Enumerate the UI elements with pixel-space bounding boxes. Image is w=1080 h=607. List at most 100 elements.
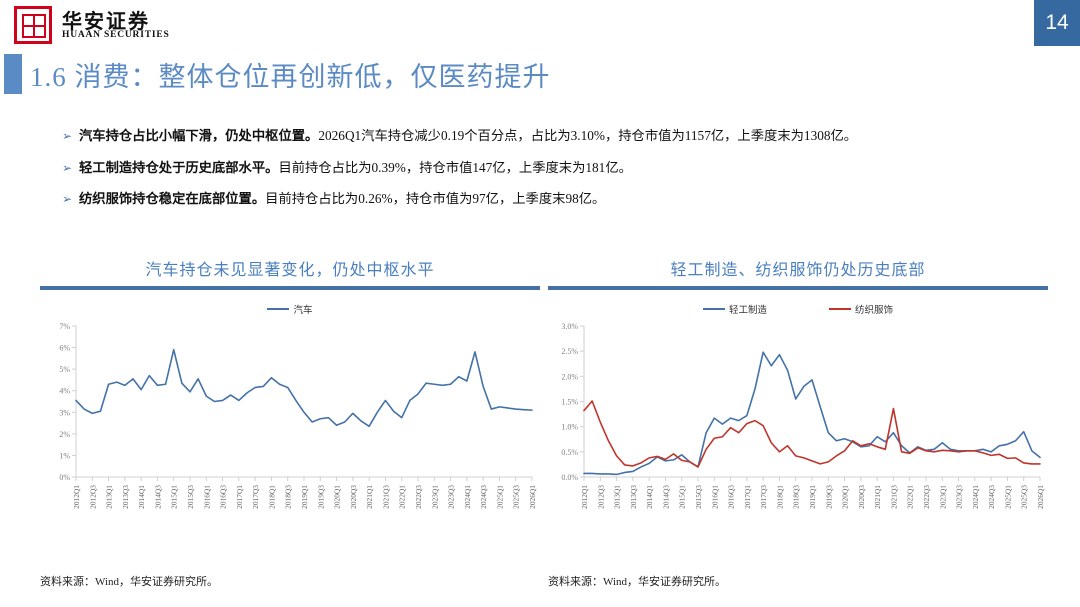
svg-text:2020Q1: 2020Q1: [333, 485, 342, 509]
svg-text:2022Q3: 2022Q3: [922, 485, 931, 509]
panel-divider: [40, 286, 540, 290]
svg-text:0%: 0%: [59, 473, 70, 482]
bullet-list: ➢ 汽车持仓占比小幅下滑，仍处中枢位置。2026Q1汽车持仓减少0.19个百分点…: [62, 126, 1057, 221]
svg-text:2013Q3: 2013Q3: [629, 485, 638, 509]
chart-area-lightmfg-textile: 0.0% 0.5% 1.0% 1.5% 2.0% 2.5% 3.0% 2012Q1 2012Q3…: [548, 294, 1048, 549]
svg-text:2012Q1: 2012Q1: [580, 485, 589, 509]
svg-text:2016Q3: 2016Q3: [219, 485, 228, 509]
svg-text:1.5%: 1.5%: [561, 398, 578, 407]
svg-text:2016Q3: 2016Q3: [727, 485, 736, 509]
svg-text:2013Q3: 2013Q3: [121, 485, 130, 509]
logo-english-text: HUAAN SECURITIES: [62, 30, 170, 40]
svg-text:2016Q1: 2016Q1: [202, 485, 211, 509]
svg-text:2012Q3: 2012Q3: [88, 485, 97, 509]
svg-text:2013Q1: 2013Q1: [613, 485, 622, 509]
svg-text:2013Q1: 2013Q1: [105, 485, 114, 509]
svg-text:6%: 6%: [59, 344, 70, 353]
svg-text:2015Q1: 2015Q1: [170, 485, 179, 509]
panel-divider: [548, 286, 1048, 290]
svg-text:2%: 2%: [59, 430, 70, 439]
bullet-lead-text: 纺织服饰持仓稳定在底部位置。: [79, 191, 266, 207]
svg-text:2019Q3: 2019Q3: [316, 485, 325, 509]
svg-text:2024Q3: 2024Q3: [479, 485, 488, 509]
svg-text:2017Q3: 2017Q3: [251, 485, 260, 509]
svg-text:2021Q1: 2021Q1: [365, 485, 374, 509]
svg-text:2024Q1: 2024Q1: [463, 485, 472, 509]
svg-text:3%: 3%: [59, 408, 70, 417]
svg-text:5%: 5%: [59, 365, 70, 374]
bullet-arrow-icon: ➢: [62, 192, 73, 207]
chart-area-auto: 0% 1% 2% 3% 4% 5% 6% 7% 2012Q1 2012Q3 2013Q1 2013Q3…: [40, 294, 540, 549]
svg-text:2021Q1: 2021Q1: [873, 485, 882, 509]
svg-text:2018Q1: 2018Q1: [267, 485, 276, 509]
svg-text:2025Q1: 2025Q1: [495, 485, 504, 509]
svg-text:2022Q1: 2022Q1: [398, 485, 407, 509]
svg-text:2024Q3: 2024Q3: [987, 485, 996, 509]
svg-text:2017Q3: 2017Q3: [759, 485, 768, 509]
svg-text:2020Q1: 2020Q1: [841, 485, 850, 509]
list-item: ➢ 轻工制造持仓处于历史底部水平。目前持仓占比为0.39%，持仓市值147亿，上…: [62, 158, 1057, 179]
svg-text:1%: 1%: [59, 451, 70, 460]
svg-text:2022Q3: 2022Q3: [414, 485, 423, 509]
svg-text:2015Q3: 2015Q3: [694, 485, 703, 509]
svg-text:2019Q3: 2019Q3: [824, 485, 833, 509]
svg-text:2023Q1: 2023Q1: [938, 485, 947, 509]
svg-text:2025Q3: 2025Q3: [512, 485, 521, 509]
svg-text:2020Q3: 2020Q3: [349, 485, 358, 509]
chart-panel-auto: 汽车持仓未见显著变化，仍处中枢水平 0% 1% 2% 3% 4% 5% 6% 7% 2012Q1…: [40, 256, 540, 549]
bullet-lead-text: 轻工制造持仓处于历史底部水平。: [79, 159, 279, 175]
svg-text:0.5%: 0.5%: [561, 448, 578, 457]
svg-text:7%: 7%: [59, 322, 70, 331]
chart-panel-lightmfg-textile: 轻工制造、纺织服饰仍处历史底部 0.0% 0.5% 1.0% 1.5% 2.0% 2.5%…: [548, 256, 1048, 549]
svg-text:2022Q1: 2022Q1: [906, 485, 915, 509]
svg-text:2012Q3: 2012Q3: [596, 485, 605, 509]
svg-text:2023Q3: 2023Q3: [447, 485, 456, 509]
line-chart-auto: 0% 1% 2% 3% 4% 5% 6% 7% 2012Q1 2012Q3 2013Q1 2013Q3…: [59, 322, 537, 509]
svg-text:2024Q1: 2024Q1: [971, 485, 980, 509]
source-note-left: 资料来源：Wind，华安证券研究所。: [40, 576, 218, 588]
svg-text:2018Q3: 2018Q3: [284, 485, 293, 509]
svg-text:2017Q1: 2017Q1: [235, 485, 244, 509]
svg-text:2026Q1: 2026Q1: [1036, 485, 1045, 509]
svg-text:2.5%: 2.5%: [561, 347, 578, 356]
svg-text:2023Q1: 2023Q1: [430, 485, 439, 509]
list-item: ➢ 纺织服饰持仓稳定在底部位置。目前持仓占比为0.26%，持仓市值为97亿，上季…: [62, 189, 1057, 210]
svg-text:2018Q3: 2018Q3: [792, 485, 801, 509]
svg-text:2014Q1: 2014Q1: [645, 485, 654, 509]
svg-text:2019Q1: 2019Q1: [808, 485, 817, 509]
bullet-lead-text: 汽车持仓占比小幅下滑，仍处中枢位置。: [79, 128, 319, 143]
svg-text:2012Q1: 2012Q1: [72, 485, 81, 509]
bullet-body-text: 目前持仓占比为0.26%，持仓市值为97亿，上季度末98亿。: [265, 191, 606, 207]
list-item: ➢ 汽车持仓占比小幅下滑，仍处中枢位置。2026Q1汽车持仓减少0.19个百分点…: [62, 126, 1057, 147]
bullet-arrow-icon: ➢: [62, 160, 73, 175]
page-number-badge: 14: [1034, 0, 1080, 46]
svg-text:2026Q1: 2026Q1: [528, 485, 537, 509]
logo-chinese-text: 华安证券: [62, 11, 150, 33]
svg-text:4%: 4%: [59, 387, 70, 396]
svg-text:3.0%: 3.0%: [561, 322, 578, 331]
svg-text:2023Q3: 2023Q3: [955, 485, 964, 509]
svg-text:2021Q3: 2021Q3: [889, 485, 898, 509]
page-title: 1.6 消费：整体仓位再创新低，仅医药提升: [30, 62, 551, 92]
svg-text:0.0%: 0.0%: [561, 473, 578, 482]
svg-text:2025Q3: 2025Q3: [1020, 485, 1029, 509]
bullet-body-text: 2026Q1汽车持仓减少0.19个百分点，占比为3.10%，持仓市值为1157亿…: [318, 128, 858, 143]
svg-text:2015Q3: 2015Q3: [186, 485, 195, 509]
svg-text:2020Q3: 2020Q3: [857, 485, 866, 509]
source-note-right: 资料来源：Wind，华安证券研究所。: [548, 576, 726, 588]
line-chart-lightmfg-textile: 0.0% 0.5% 1.0% 1.5% 2.0% 2.5% 3.0% 2012Q1 2012Q3…: [561, 322, 1045, 509]
chart-title-lightmfg-textile: 轻工制造、纺织服饰仍处历史底部: [670, 262, 926, 279]
bullet-arrow-icon: ➢: [62, 129, 73, 143]
svg-text:2021Q3: 2021Q3: [381, 485, 390, 509]
huaan-logo-icon: [14, 6, 52, 44]
svg-text:2.0%: 2.0%: [561, 372, 578, 381]
slide-header: 华安证券 HUAAN SECURITIES 14: [0, 0, 1080, 48]
svg-text:2016Q1: 2016Q1: [710, 485, 719, 509]
svg-text:2014Q3: 2014Q3: [661, 485, 670, 509]
title-accent-bar: [4, 54, 22, 94]
svg-text:2014Q1: 2014Q1: [137, 485, 146, 509]
svg-text:2019Q1: 2019Q1: [300, 485, 309, 509]
svg-text:1.0%: 1.0%: [561, 423, 578, 432]
bullet-body-text: 目前持仓占比为0.39%，持仓市值147亿，上季度末为181亿。: [278, 159, 632, 175]
svg-text:2017Q1: 2017Q1: [743, 485, 752, 509]
